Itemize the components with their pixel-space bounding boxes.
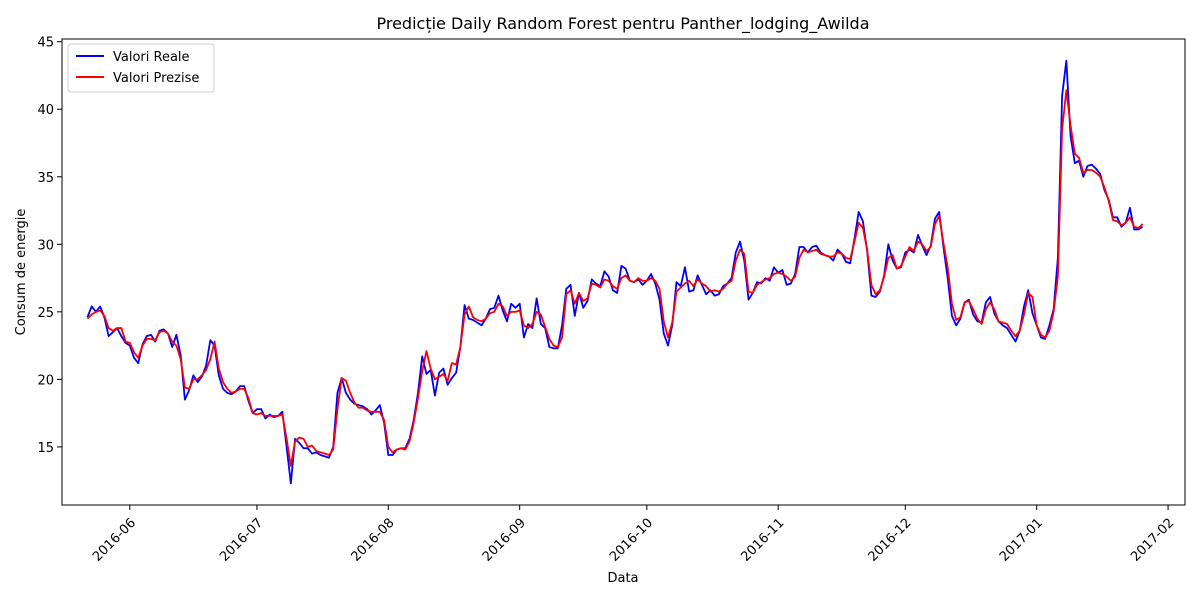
chart-title: Predicție Daily Random Forest pentru Pan… bbox=[376, 14, 869, 34]
series-layer bbox=[86, 59, 1144, 485]
legend-box bbox=[67, 43, 215, 93]
plot-area-frame bbox=[61, 38, 1186, 506]
x-axis-label: Data bbox=[607, 571, 638, 586]
y-tick-label-45: 45 bbox=[37, 36, 54, 51]
legend-label-valori-prezise: Valori Prezise bbox=[113, 71, 199, 86]
legend: Valori Reale Valori Prezise bbox=[67, 43, 215, 93]
y-tick-label-20: 20 bbox=[37, 373, 54, 388]
series-line-valori-prezise bbox=[86, 89, 1144, 467]
y-tick-label-25: 25 bbox=[37, 306, 54, 321]
y-axis: 15 20 25 30 35 40 45 bbox=[37, 36, 62, 456]
y-tick-label-40: 40 bbox=[37, 103, 54, 118]
y-tick-label-30: 30 bbox=[37, 238, 54, 253]
y-tick-label-35: 35 bbox=[37, 171, 54, 186]
y-axis-label: Consum de energie bbox=[14, 209, 29, 336]
y-tick-label-15: 15 bbox=[37, 441, 54, 456]
legend-label-valori-reale: Valori Reale bbox=[113, 50, 190, 65]
